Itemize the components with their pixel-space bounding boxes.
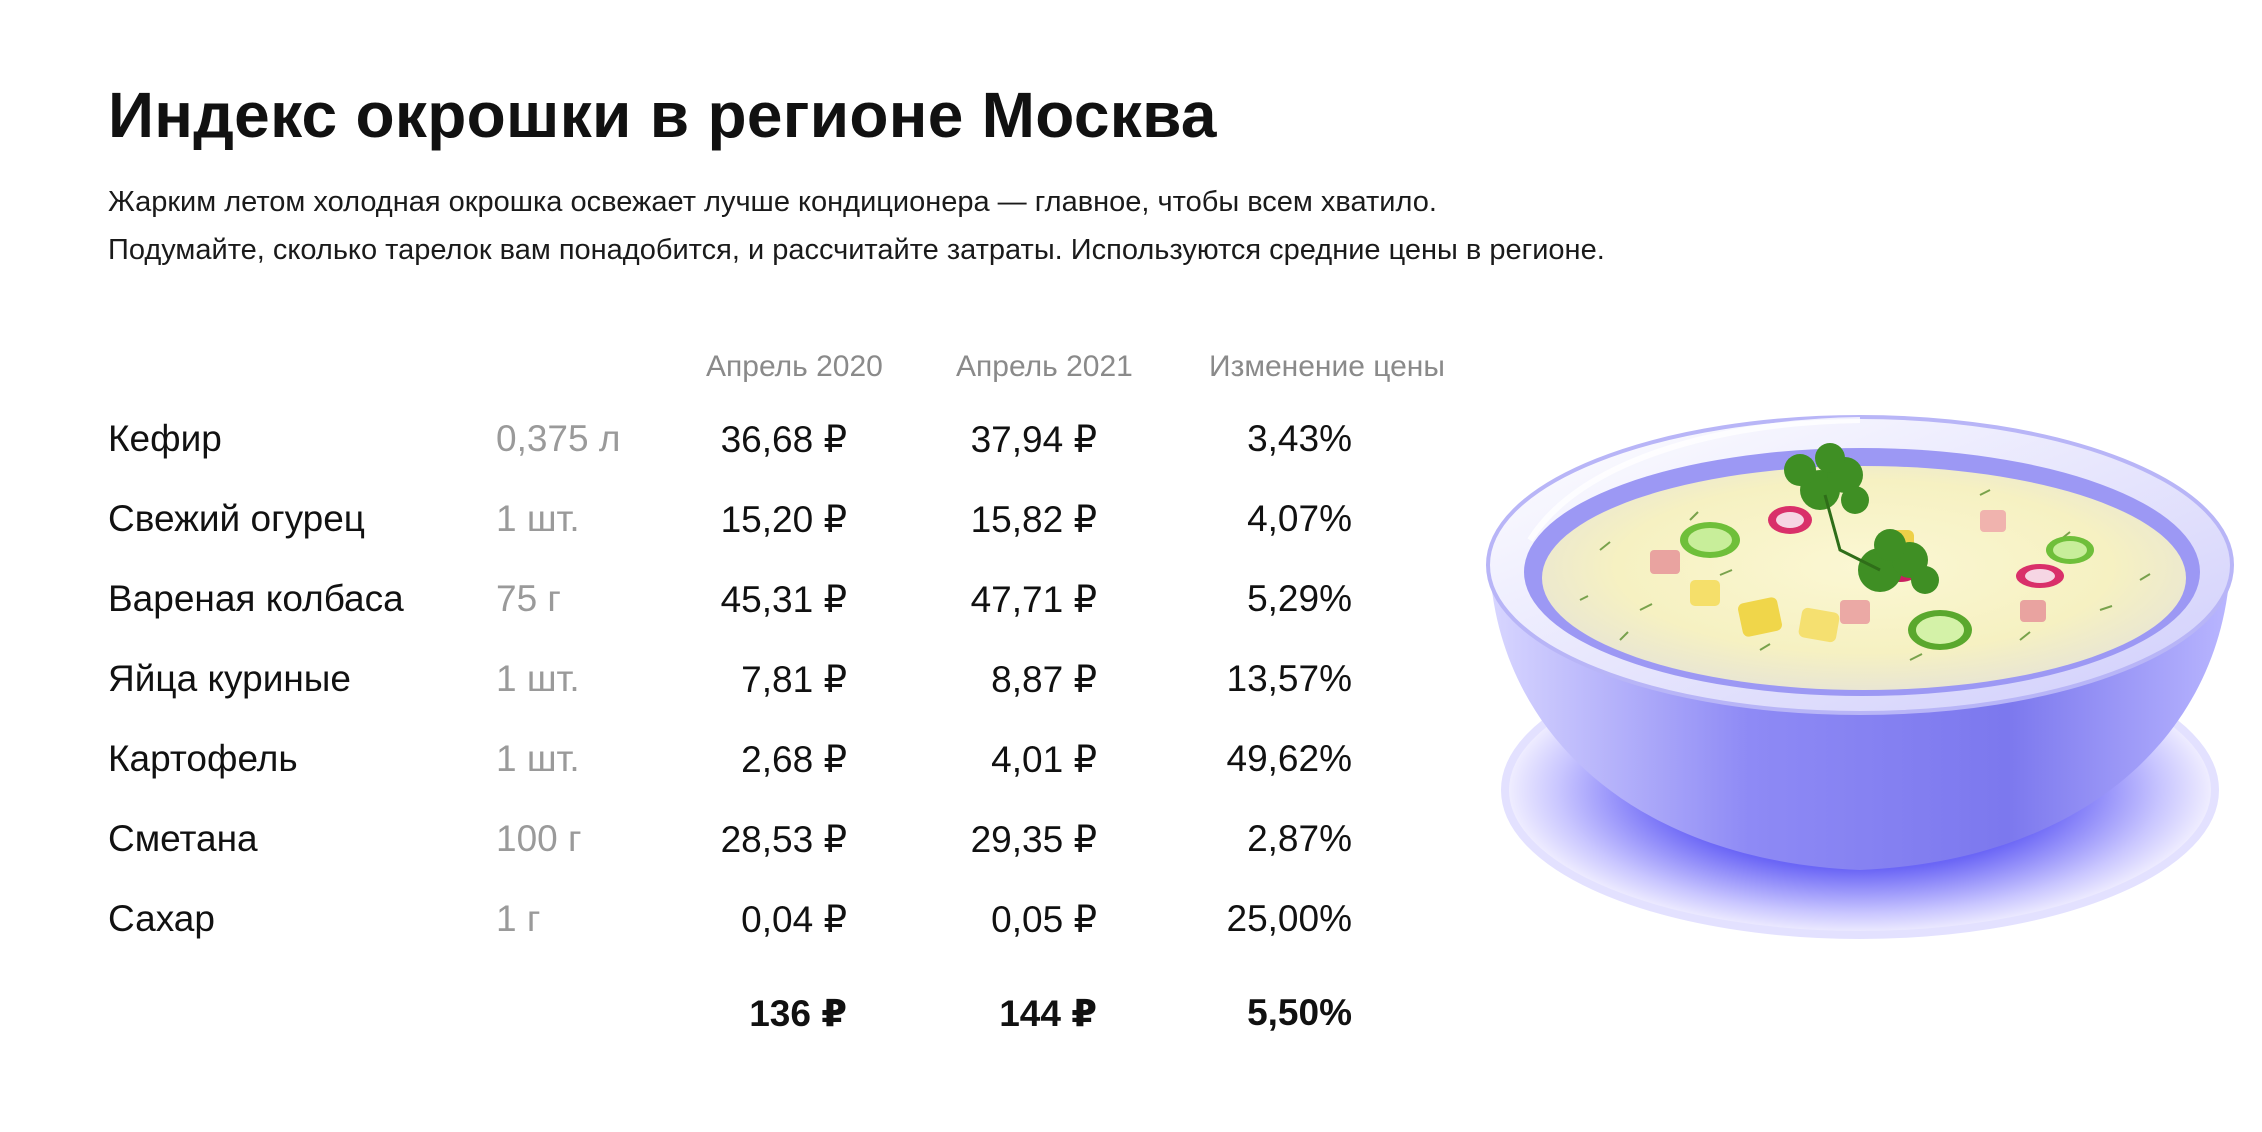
ingredient-amount: 1 шт. xyxy=(496,738,580,779)
table-row: Картофель 1 шт. 2,68 ₽ 4,01 ₽ 49,62% xyxy=(0,738,1500,798)
price-2021: 37,94 ₽ xyxy=(970,419,1097,460)
price-2021: 8,87 ₽ xyxy=(991,659,1097,700)
ingredient-name: Кефир xyxy=(108,418,222,459)
description-line-2: Подумайте, сколько тарелок вам понадобит… xyxy=(108,234,1605,266)
price-change: 3,43% xyxy=(1247,418,1352,459)
price-change: 4,07% xyxy=(1247,498,1352,539)
price-change: 2,87% xyxy=(1247,818,1352,859)
description-line-1: Жарким летом холодная окрошка освежает л… xyxy=(108,186,1437,218)
price-2020: 0,04 ₽ xyxy=(741,899,847,940)
ingredient-name: Сахар xyxy=(108,898,215,939)
price-2021: 0,05 ₽ xyxy=(991,899,1097,940)
ingredient-amount: 1 шт. xyxy=(496,658,580,699)
ingredient-name: Картофель xyxy=(108,738,298,779)
price-2021: 47,71 ₽ xyxy=(970,579,1097,620)
total-change: 5,50% xyxy=(1247,992,1352,1033)
ingredient-name: Свежий огурец xyxy=(108,498,365,539)
column-header-april-2020: Апрель 2020 xyxy=(706,350,883,383)
page-title: Индекс окрошки в регионе Москва xyxy=(108,79,1217,151)
okroshka-bowl-icon xyxy=(1486,415,2234,939)
price-2020: 28,53 ₽ xyxy=(720,819,847,860)
price-2020: 15,20 ₽ xyxy=(720,499,847,540)
ingredient-amount: 100 г xyxy=(496,818,582,859)
table-row: Вареная колбаса 75 г 45,31 ₽ 47,71 ₽ 5,2… xyxy=(0,578,1500,638)
ingredient-name: Вареная колбаса xyxy=(108,578,404,619)
table-row: Яйца куриные 1 шт. 7,81 ₽ 8,87 ₽ 13,57% xyxy=(0,658,1500,718)
total-2021: 144 ₽ xyxy=(999,993,1097,1034)
ingredient-amount: 75 г xyxy=(496,578,561,619)
total-2020: 136 ₽ xyxy=(749,993,847,1034)
price-2021: 4,01 ₽ xyxy=(991,739,1097,780)
price-2021: 15,82 ₽ xyxy=(970,499,1097,540)
price-2020: 45,31 ₽ xyxy=(720,579,847,620)
price-2020: 7,81 ₽ xyxy=(741,659,847,700)
column-header-april-2021: Апрель 2021 xyxy=(956,350,1133,383)
price-2021: 29,35 ₽ xyxy=(970,819,1097,860)
table-row: Сахар 1 г 0,04 ₽ 0,05 ₽ 25,00% xyxy=(0,898,1500,958)
price-change: 49,62% xyxy=(1226,738,1353,779)
price-2020: 36,68 ₽ xyxy=(720,419,847,460)
ingredient-amount: 0,375 л xyxy=(496,418,621,459)
price-change: 13,57% xyxy=(1226,658,1353,699)
ingredient-name: Яйца куриные xyxy=(108,658,351,699)
page-description: Жарким летом холодная окрошка освежает л… xyxy=(108,178,1605,274)
table-row: Свежий огурец 1 шт. 15,20 ₽ 15,82 ₽ 4,07… xyxy=(0,498,1500,558)
table-total-row: 136 ₽ 144 ₽ 5,50% xyxy=(0,992,1500,1052)
ingredient-name: Сметана xyxy=(108,818,258,859)
table-row: Сметана 100 г 28,53 ₽ 29,35 ₽ 2,87% xyxy=(0,818,1500,878)
ingredient-amount: 1 г xyxy=(496,898,541,939)
price-change: 5,29% xyxy=(1247,578,1352,619)
table-row: Кефир 0,375 л 36,68 ₽ 37,94 ₽ 3,43% xyxy=(0,418,1500,478)
price-2020: 2,68 ₽ xyxy=(741,739,847,780)
column-header-price-change: Изменение цены xyxy=(1209,350,1445,383)
ingredient-amount: 1 шт. xyxy=(496,498,580,539)
price-change: 25,00% xyxy=(1226,898,1353,939)
